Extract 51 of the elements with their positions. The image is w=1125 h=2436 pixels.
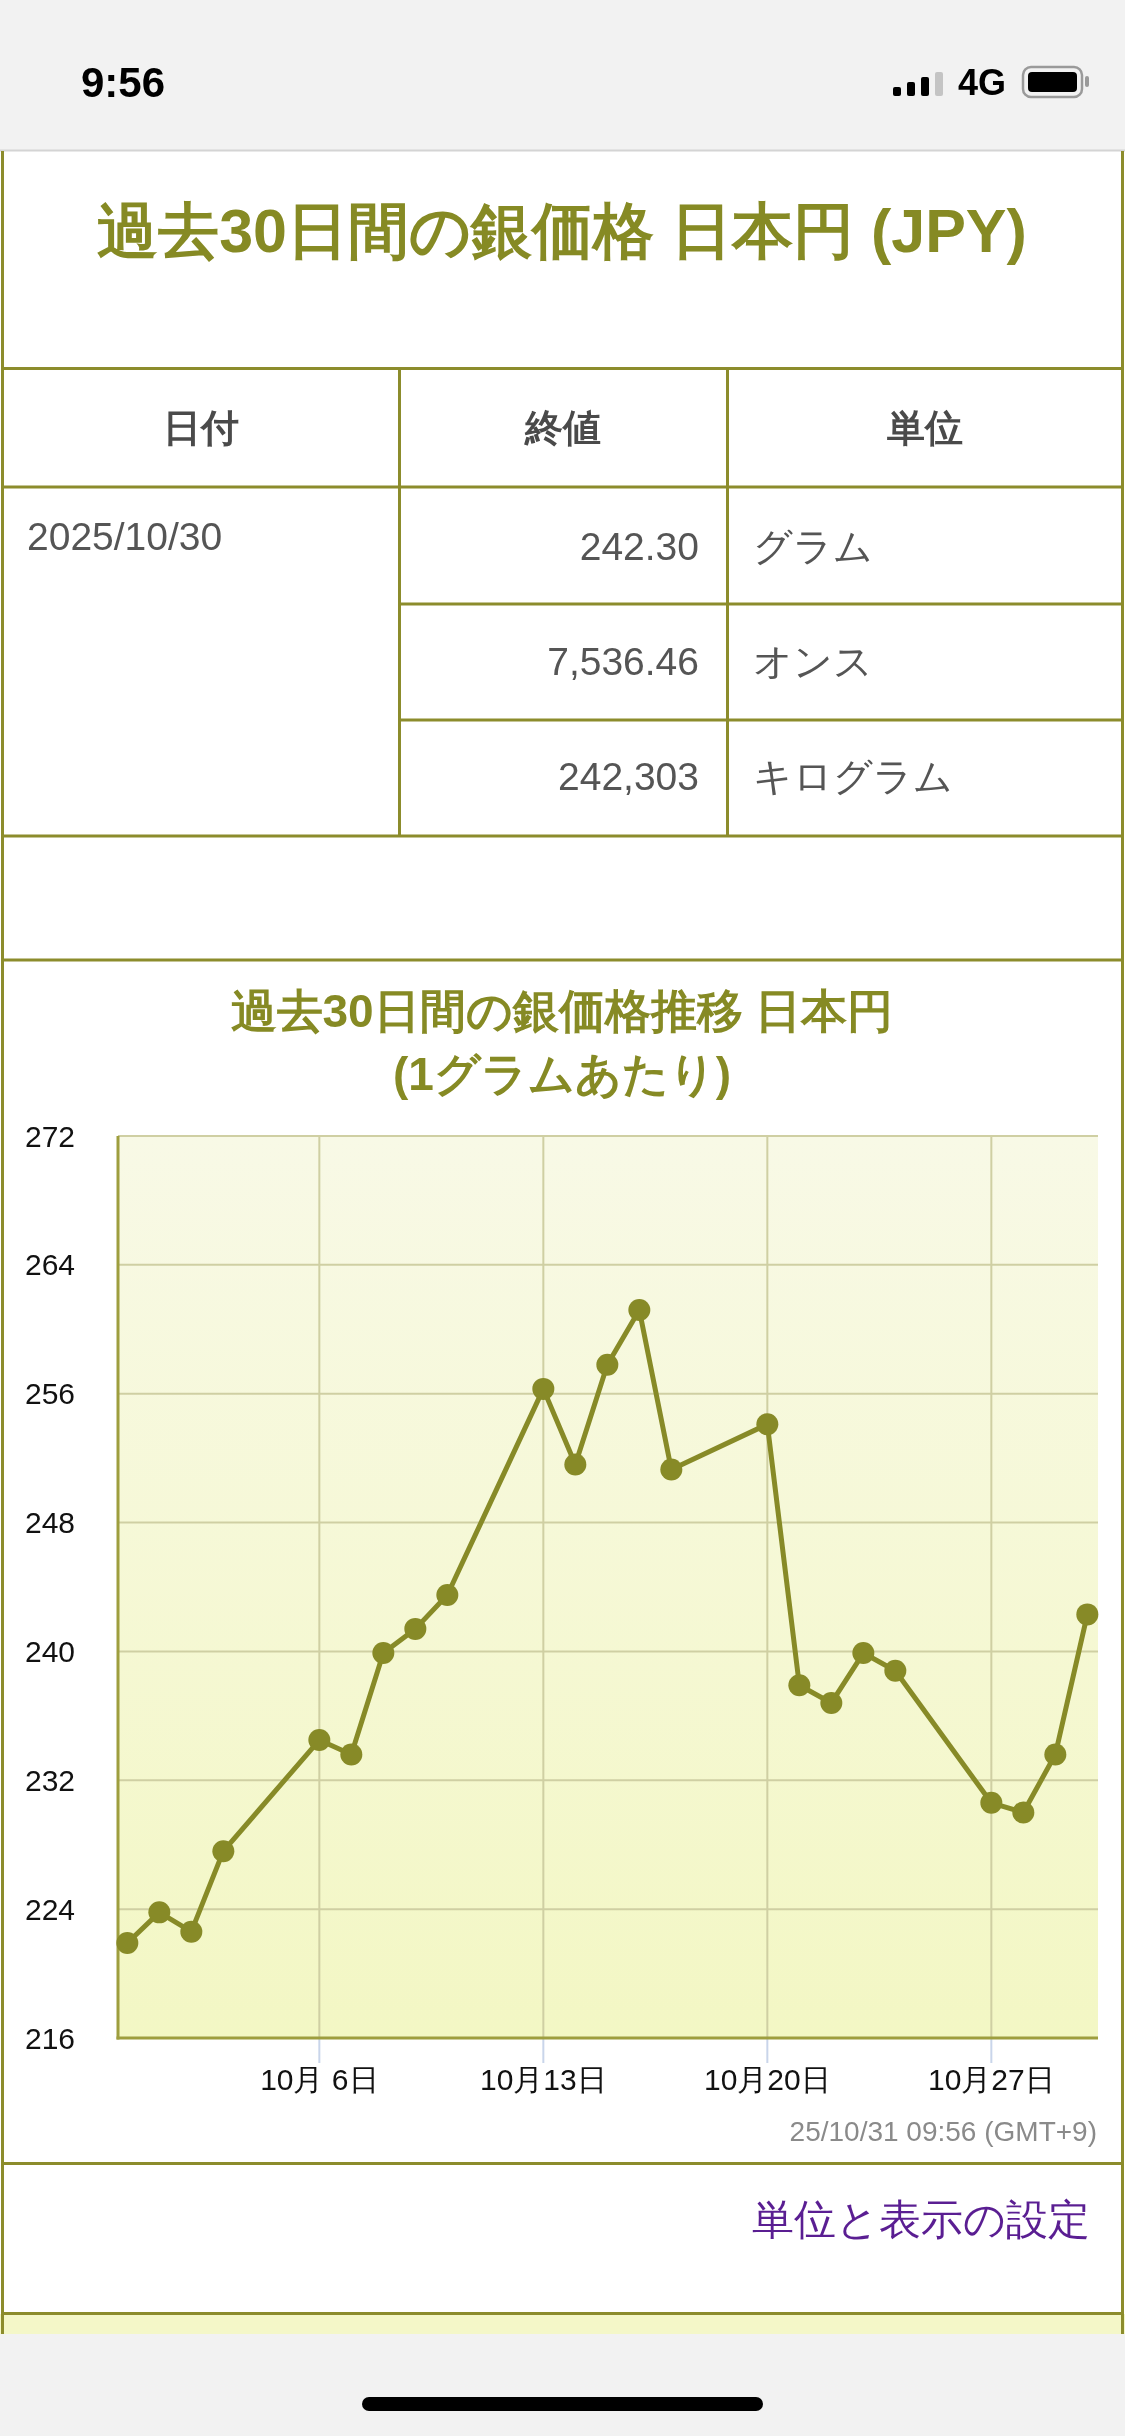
x-tick-label: 10月 6日 (260, 2062, 379, 2096)
point (404, 1617, 427, 1640)
text: 終値 (524, 407, 601, 449)
point (532, 1377, 555, 1400)
y-tick-label: 216 (25, 2021, 76, 2055)
text: 単位 (887, 407, 963, 449)
point (212, 1840, 235, 1863)
point (628, 1298, 651, 1321)
point (436, 1584, 459, 1607)
y-tick-label: 240 (25, 1634, 76, 1668)
point (980, 1791, 1003, 1814)
text: 242.30 (579, 524, 699, 568)
point (596, 1353, 619, 1376)
point (820, 1691, 843, 1714)
point (180, 1920, 203, 1943)
point (884, 1659, 907, 1682)
text: 242,303 (558, 754, 699, 798)
point (852, 1642, 875, 1665)
point (340, 1743, 363, 1766)
text: 7,536.46 (547, 639, 699, 683)
y-tick-label: 272 (25, 1119, 76, 1153)
x-tick-label: 10月20日 (703, 2062, 831, 2096)
y-tick-label: 256 (25, 1377, 76, 1411)
point (148, 1901, 171, 1924)
text: 25/10/31 09:56 (GMT+9) (789, 2115, 1097, 2147)
point (756, 1413, 779, 1436)
text: 4G (957, 61, 1006, 103)
point (1076, 1603, 1099, 1626)
text: 単位と表示の設定 (752, 2195, 1090, 2243)
point (116, 1931, 139, 1954)
point (1012, 1801, 1035, 1824)
text: グラム (753, 524, 873, 568)
text: オンス (753, 639, 873, 683)
point (1044, 1743, 1067, 1766)
point (564, 1453, 587, 1476)
text: 過去30日間の銀価格 日本円 (JPY) (97, 197, 1027, 265)
x-tick-label: 10月13日 (479, 2062, 607, 2096)
text: 日付 (163, 407, 239, 449)
y-tick-label: 264 (25, 1248, 76, 1282)
text: キログラム (753, 754, 953, 798)
text: 2025/10/30 (27, 514, 223, 558)
y-tick-label: 232 (25, 1763, 76, 1797)
x-tick-label: 10月27日 (927, 2062, 1055, 2096)
point (372, 1642, 395, 1665)
point (788, 1674, 811, 1697)
point (308, 1729, 331, 1752)
text: 9:56 (81, 58, 166, 106)
y-tick-label: 224 (25, 1892, 76, 1926)
y-tick-label: 248 (25, 1506, 76, 1540)
point (660, 1458, 683, 1481)
chart-title: 過去30日間の銀価格推移 日本円 (1グラムあたり) (230, 985, 894, 1100)
